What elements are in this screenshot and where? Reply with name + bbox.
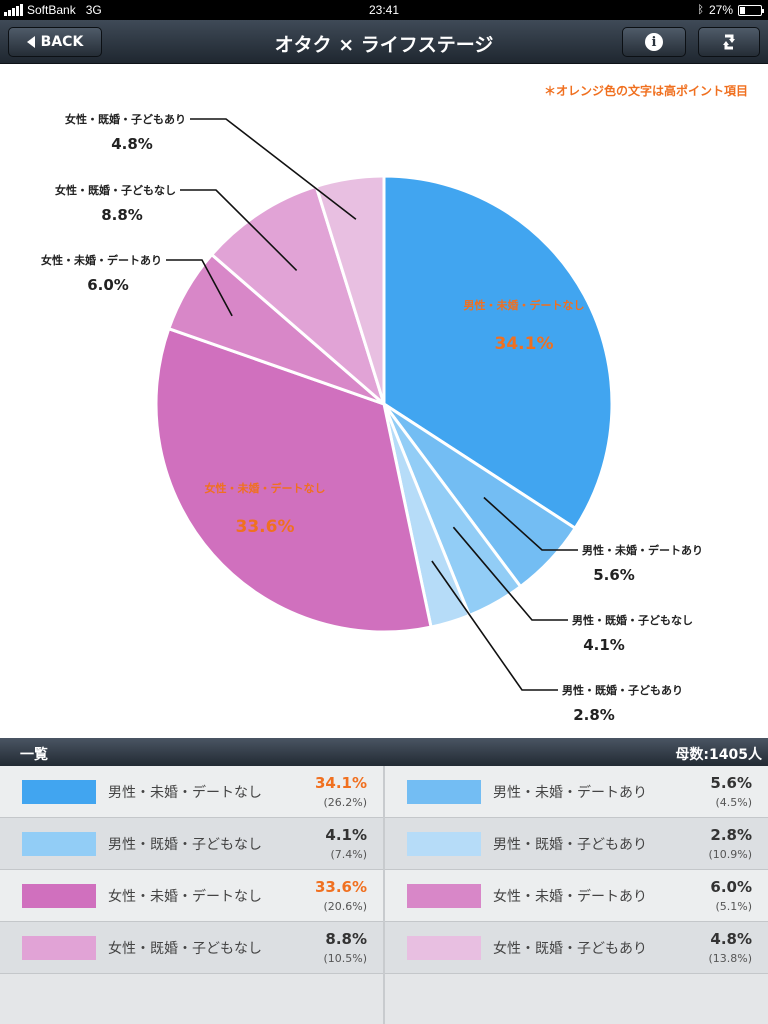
network-type: 3G	[85, 3, 102, 17]
slice-value: 5.6%	[593, 566, 635, 584]
leader-line	[166, 259, 233, 317]
row-label: 男性・既婚・子どもなし	[108, 837, 262, 853]
summary-row: 女性・未婚・デートあり 6.0% (5.1%)	[385, 870, 768, 922]
row-value: 8.8%	[325, 930, 367, 948]
slice-label: 女性・未婚・デートあり	[41, 253, 162, 267]
slice-value: 4.1%	[583, 636, 625, 654]
info-icon: i	[645, 33, 663, 51]
color-swatch	[407, 832, 481, 856]
color-swatch	[22, 884, 96, 908]
navigation-bar: BACK オタク × ライフステージ i	[0, 20, 768, 64]
pie-slice	[314, 174, 386, 405]
row-value: 33.6%	[314, 878, 367, 896]
battery-level	[740, 6, 746, 14]
slice-value: 6.0%	[87, 276, 129, 294]
column-divider	[383, 766, 385, 1024]
color-swatch	[22, 936, 96, 960]
slice-value: 4.8%	[111, 135, 153, 153]
signal-icon	[4, 4, 23, 16]
summary-title: 一覧	[20, 747, 48, 763]
battery-percent: 27%	[708, 3, 733, 17]
slice-value: 2.8%	[573, 706, 615, 724]
slice-label: 女性・既婚・子どもあり	[65, 112, 186, 126]
slice-label: 男性・未婚・デートあり	[582, 543, 703, 557]
back-arrow-icon	[26, 36, 35, 48]
summary-row: 男性・未婚・デートあり 5.6% (4.5%)	[385, 766, 768, 818]
row-label: 女性・既婚・子どもなし	[108, 941, 262, 957]
leader-line	[190, 118, 357, 220]
info-button[interactable]: i	[622, 27, 686, 57]
carrier-name: SoftBank	[27, 3, 76, 17]
row-value: 4.1%	[325, 826, 367, 844]
slice-label: 男性・既婚・子どもあり	[562, 683, 683, 697]
summary-row: 男性・既婚・子どもあり 2.8% (10.9%)	[385, 818, 768, 870]
row-subvalue: (10.9%)	[708, 848, 752, 861]
color-swatch	[22, 780, 96, 804]
leader-line	[483, 496, 578, 551]
summary-table: 男性・未婚・デートなし 34.1% (26.2%) 男性・未婚・デートあり 5.6% (4…	[0, 766, 768, 1024]
row-label: 女性・未婚・デートなし	[108, 889, 262, 905]
row-label: 男性・既婚・子どもあり	[493, 837, 647, 853]
slice-label: 女性・既婚・子どもなし	[55, 183, 176, 197]
row-subvalue: (13.8%)	[708, 952, 752, 965]
summary-header: 一覧 母数:1405人	[0, 738, 768, 766]
summary-row: 女性・既婚・子どもなし 8.8% (10.5%)	[0, 922, 383, 974]
page-title: オタク × ライフステージ	[274, 34, 494, 56]
color-swatch	[407, 936, 481, 960]
pie-slice	[209, 184, 388, 409]
row-value: 6.0%	[710, 878, 752, 896]
leader-line	[431, 560, 558, 691]
status-right: ᛒ 27%	[697, 3, 764, 17]
leader-line	[180, 189, 298, 271]
row-label: 女性・既婚・子どもあり	[493, 941, 647, 957]
row-subvalue: (7.4%)	[330, 848, 367, 861]
row-value: 4.8%	[710, 930, 752, 948]
row-subvalue: (5.1%)	[715, 900, 752, 913]
pie-chart: 男性・未婚・デートなし 34.1% 男性・未婚・デートあり 5.6% 男性・既婚・子ども…	[41, 112, 703, 724]
highlight-note: ＊オレンジ色の文字は高ポイント項目	[543, 84, 748, 98]
color-swatch	[22, 832, 96, 856]
slice-label: 女性・未婚・デートなし	[205, 481, 326, 495]
leader-line	[452, 526, 568, 621]
base-count: 母数:1405人	[675, 747, 762, 763]
slice-value: 34.1%	[495, 334, 554, 354]
summary-row: 女性・未婚・デートなし 33.6% (20.6%)	[0, 870, 383, 922]
row-subvalue: (20.6%)	[323, 900, 367, 913]
row-value: 5.6%	[710, 774, 752, 792]
slice-label: 男性・未婚・デートなし	[464, 298, 585, 312]
battery-icon	[738, 4, 764, 16]
row-value: 2.8%	[710, 826, 752, 844]
pie-slice	[154, 326, 433, 634]
row-label: 男性・未婚・デートあり	[493, 785, 647, 801]
color-swatch	[407, 780, 481, 804]
chart-area: ＊オレンジ色の文字は高ポイント項目 男性・未婚・デートなし 34.1% 男性・未婚・…	[0, 64, 768, 738]
row-subvalue: (26.2%)	[323, 796, 367, 809]
slice-label: 男性・既婚・子どもなし	[572, 613, 693, 627]
summary-row: 女性・既婚・子どもあり 4.8% (13.8%)	[385, 922, 768, 974]
refresh-icon	[723, 34, 735, 50]
slice-value: 33.6%	[236, 517, 295, 537]
row-subvalue: (10.5%)	[323, 952, 367, 965]
back-button[interactable]: BACK	[8, 27, 102, 57]
status-time: 23:41	[368, 3, 400, 17]
summary-row: 男性・未婚・デートなし 34.1% (26.2%)	[0, 766, 383, 818]
bluetooth-icon: ᛒ	[697, 4, 704, 16]
status-bar: SoftBank 3G 23:41 ᛒ 27%	[0, 0, 768, 20]
summary-row: 男性・既婚・子どもなし 4.1% (7.4%)	[0, 818, 383, 870]
row-label: 女性・未婚・デートあり	[493, 889, 647, 905]
refresh-button[interactable]	[698, 27, 760, 57]
status-left: SoftBank 3G	[4, 3, 102, 17]
slice-value: 8.8%	[101, 206, 143, 224]
row-subvalue: (4.5%)	[715, 796, 752, 809]
row-label: 男性・未婚・デートなし	[108, 785, 262, 801]
back-button-label: BACK	[40, 34, 84, 50]
color-swatch	[407, 884, 481, 908]
row-value: 34.1%	[314, 774, 367, 792]
